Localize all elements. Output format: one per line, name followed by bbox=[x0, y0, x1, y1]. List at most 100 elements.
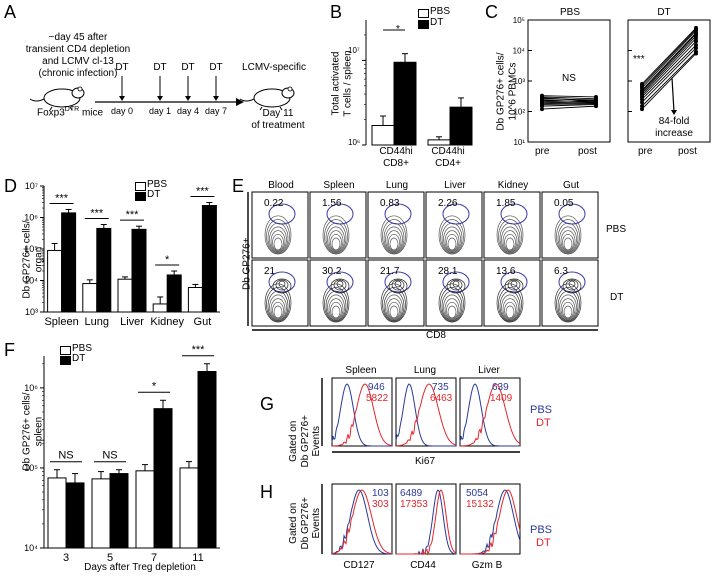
legend-label: DT bbox=[72, 353, 86, 364]
gate-ellipse bbox=[500, 271, 528, 293]
histogram-dt bbox=[459, 383, 521, 447]
x-tick-label: 11 bbox=[192, 552, 203, 564]
significance-label: *** bbox=[633, 54, 645, 65]
panel-c-letter: C bbox=[485, 2, 498, 22]
y-tick-label: 10⁴ bbox=[24, 276, 38, 286]
histogram-frame bbox=[459, 377, 521, 447]
bar-dt-spleen bbox=[61, 212, 77, 313]
xtick: post bbox=[678, 146, 697, 157]
contour-line bbox=[438, 283, 466, 323]
x-tick-label: 7 bbox=[151, 552, 157, 564]
panel-b-letter: B bbox=[330, 2, 343, 22]
data-point-pre bbox=[640, 100, 644, 105]
mfi-dt: 303 bbox=[372, 499, 389, 510]
annotation-line: increase bbox=[655, 127, 693, 139]
mfi-dt: 6463 bbox=[430, 393, 453, 404]
contour-line bbox=[328, 298, 344, 320]
paired-line bbox=[641, 32, 697, 91]
y-tick-label: 10⁴ bbox=[513, 47, 526, 56]
column-title: Kidney bbox=[497, 180, 529, 191]
y-tick-label: 10⁶ bbox=[24, 213, 38, 223]
y-tick-label: 10⁴ bbox=[24, 543, 38, 553]
data-point-post bbox=[694, 31, 698, 36]
paired-line bbox=[641, 44, 697, 100]
panel-h-letter: H bbox=[260, 482, 273, 502]
facs-plot bbox=[251, 191, 309, 259]
histogram-frame bbox=[395, 483, 457, 555]
contour-line bbox=[504, 278, 524, 294]
legend-dt: DT bbox=[536, 537, 551, 549]
contour-line bbox=[498, 287, 522, 322]
histogram-dt bbox=[460, 489, 521, 555]
contour-line bbox=[504, 233, 516, 252]
annotation-arrow bbox=[671, 77, 675, 113]
contour-line bbox=[385, 226, 403, 253]
y-tick-label: 10² bbox=[513, 108, 525, 117]
bar-dt-liver bbox=[131, 228, 147, 313]
xtick: post bbox=[578, 146, 597, 157]
paired-line bbox=[641, 38, 697, 96]
dt-label: DT bbox=[153, 62, 167, 73]
dt-label: DT bbox=[209, 62, 223, 73]
contour-line bbox=[275, 279, 289, 291]
data-point-post bbox=[694, 27, 698, 32]
contour-line bbox=[505, 237, 515, 251]
contour-line bbox=[331, 237, 341, 251]
contour-line bbox=[331, 305, 341, 319]
fold-annotation: 84-fold increase bbox=[649, 116, 699, 139]
gate-percent-pbs: 0.22 bbox=[264, 198, 284, 209]
contour-line bbox=[380, 215, 408, 255]
group-line: CD44hi bbox=[379, 146, 413, 157]
paired-line bbox=[541, 104, 597, 107]
xtick: pre bbox=[638, 146, 653, 157]
ytick: 10⁷ bbox=[348, 46, 360, 55]
contour-line bbox=[446, 278, 466, 294]
significance-label: *** bbox=[90, 207, 104, 219]
mfi-pbs: 103 bbox=[372, 488, 389, 499]
data-point-pre bbox=[640, 104, 644, 109]
contour-line bbox=[264, 283, 292, 323]
legend-label: DT bbox=[430, 17, 444, 28]
contour-line bbox=[333, 279, 347, 291]
dt-label: DT bbox=[115, 62, 129, 73]
significance-label: *** bbox=[55, 192, 69, 204]
contour-line bbox=[440, 287, 464, 322]
legend-pbs: PBS bbox=[530, 404, 553, 416]
mfi-pbs: 6489 bbox=[400, 488, 423, 499]
group-line: CD44hi bbox=[431, 146, 465, 157]
data-point-post bbox=[694, 43, 698, 48]
contour-line bbox=[507, 279, 521, 291]
contour-line bbox=[443, 294, 461, 321]
contour-line bbox=[278, 280, 286, 288]
contour-line bbox=[563, 305, 573, 319]
paired-line bbox=[641, 35, 697, 94]
facs-plot bbox=[483, 191, 541, 259]
mfi-dt: 5822 bbox=[366, 393, 389, 404]
gate-ellipse bbox=[384, 203, 412, 225]
contour-line bbox=[562, 233, 574, 252]
bar-dt-gut bbox=[201, 205, 217, 313]
data-point-pre bbox=[540, 107, 544, 112]
legend-swatch-dt bbox=[418, 20, 429, 29]
bar-dt-3 bbox=[65, 482, 85, 549]
data-point-pre bbox=[640, 97, 644, 102]
group-line: CD4+ bbox=[435, 157, 461, 169]
contour-line bbox=[394, 280, 402, 288]
contour-line bbox=[562, 301, 574, 320]
contour-line bbox=[505, 305, 515, 319]
gate-ellipse bbox=[442, 271, 470, 293]
contour-line bbox=[385, 294, 403, 321]
gate-percent-dt: 28.1 bbox=[438, 266, 458, 277]
paired-line bbox=[541, 99, 597, 103]
contour-line bbox=[565, 279, 579, 291]
legend-swatch-dt bbox=[135, 192, 146, 201]
subpanel-title: DT bbox=[657, 7, 671, 18]
gate-ellipse bbox=[558, 271, 586, 293]
data-point-pre bbox=[640, 107, 644, 112]
data-point-post bbox=[694, 36, 698, 41]
